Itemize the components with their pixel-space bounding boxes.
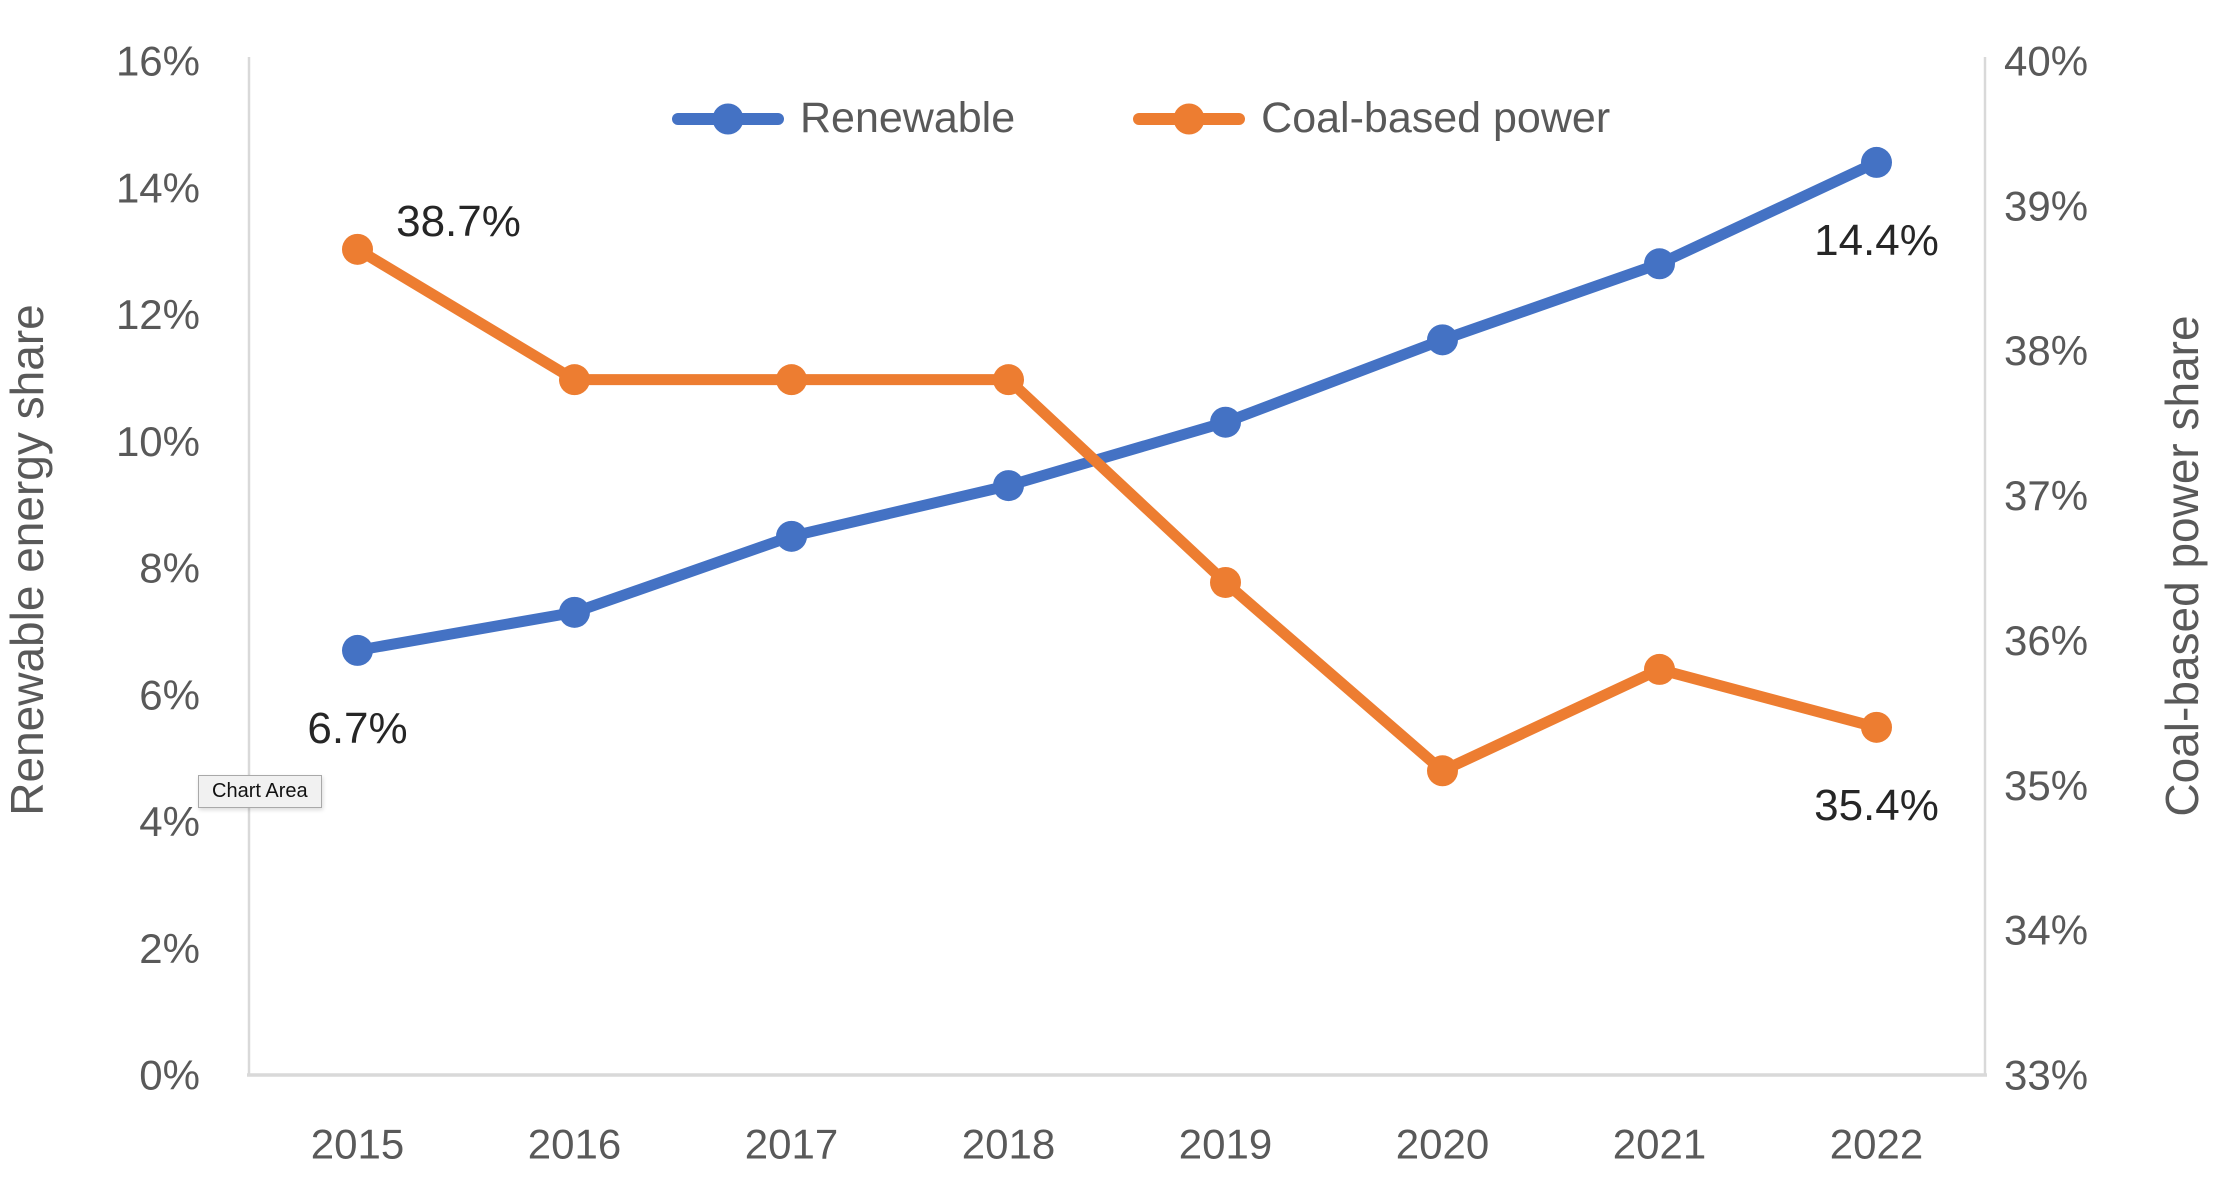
right-axis-tick-label: 39% xyxy=(2004,182,2088,229)
data-point-coal-based-power-2016[interactable] xyxy=(559,364,590,396)
data-point-coal-based-power-2017[interactable] xyxy=(776,364,807,396)
right-axis-tick-label: 37% xyxy=(2004,472,2088,519)
x-axis-tick-label: 2022 xyxy=(1830,1121,1923,1168)
data-point-coal-based-power-2015[interactable] xyxy=(342,233,373,265)
right-axis-tick-label: 34% xyxy=(2004,907,2088,954)
right-axis-tick-label: 33% xyxy=(2004,1052,2088,1099)
left-axis-tick-label: 12% xyxy=(116,291,200,338)
data-point-coal-based-power-2019[interactable] xyxy=(1210,566,1241,598)
data-point-renewable-2017[interactable] xyxy=(776,520,807,552)
left-axis-title: Renewable energy share xyxy=(1,304,53,816)
left-axis-tick-label: 14% xyxy=(116,164,200,211)
data-point-renewable-2020[interactable] xyxy=(1427,324,1458,356)
x-axis-tick-label: 2015 xyxy=(311,1121,404,1168)
legend: Renewable Coal-based power xyxy=(672,94,1610,143)
data-point-renewable-2018[interactable] xyxy=(993,470,1024,502)
x-axis-tick-label: 2018 xyxy=(962,1121,1055,1168)
data-point-renewable-2019[interactable] xyxy=(1210,406,1241,438)
legend-item-renewable[interactable]: Renewable xyxy=(672,94,1015,143)
legend-dot-renewable xyxy=(712,103,744,134)
right-axis-tick-label: 38% xyxy=(2004,327,2088,374)
left-axis-tick-label: 16% xyxy=(116,38,200,85)
chart-area-tooltip: Chart Area xyxy=(198,775,322,808)
x-axis-tick-label: 2016 xyxy=(528,1121,621,1168)
x-axis-tick-label: 2019 xyxy=(1179,1121,1272,1168)
left-axis-tick-label: 0% xyxy=(139,1052,200,1099)
x-axis-tick-label: 2021 xyxy=(1613,1121,1706,1168)
data-point-renewable-2022[interactable] xyxy=(1861,146,1892,178)
legend-item-coal-based-power[interactable]: Coal-based power xyxy=(1133,94,1610,143)
data-point-renewable-2016[interactable] xyxy=(559,596,590,628)
data-label-coal-based-power-2022: 35.4% xyxy=(1814,781,1939,830)
left-axis-tick-label: 10% xyxy=(116,418,200,465)
series-line-coal-based-power[interactable] xyxy=(352,243,1882,777)
legend-dot-coal xyxy=(1173,103,1205,134)
right-axis-tick-label: 36% xyxy=(2004,617,2088,664)
data-point-coal-based-power-2021[interactable] xyxy=(1644,653,1675,685)
left-axis-tick-label: 8% xyxy=(139,545,200,592)
data-point-coal-based-power-2022[interactable] xyxy=(1861,711,1892,743)
right-axis-title: Coal-based power share xyxy=(2156,315,2208,817)
series-line-renewable[interactable] xyxy=(352,156,1882,656)
legend-line-marker-coal xyxy=(1133,103,1246,134)
data-point-coal-based-power-2020[interactable] xyxy=(1427,755,1458,787)
right-axis-tick-label: 40% xyxy=(2004,38,2088,85)
x-axis-tick-label: 2017 xyxy=(745,1121,838,1168)
data-point-coal-based-power-2018[interactable] xyxy=(993,364,1024,396)
left-axis-tick-label: 2% xyxy=(139,925,200,972)
data-point-renewable-2015[interactable] xyxy=(342,634,373,666)
legend-label-renewable: Renewable xyxy=(800,94,1016,142)
data-label-renewable-2022: 14.4% xyxy=(1814,216,1939,265)
data-label-renewable-2015: 6.7% xyxy=(307,704,407,753)
left-axis-tick-label: 6% xyxy=(139,671,200,718)
data-label-coal-based-power-2015: 38.7% xyxy=(396,197,521,246)
x-axis-tick-label: 2020 xyxy=(1396,1121,1489,1168)
legend-label-coal-based-power: Coal-based power xyxy=(1261,94,1611,142)
right-axis-tick-label: 35% xyxy=(2004,762,2088,809)
left-axis-tick-label: 4% xyxy=(139,798,200,845)
legend-line-marker-renewable xyxy=(672,103,784,134)
data-point-renewable-2021[interactable] xyxy=(1644,248,1675,280)
